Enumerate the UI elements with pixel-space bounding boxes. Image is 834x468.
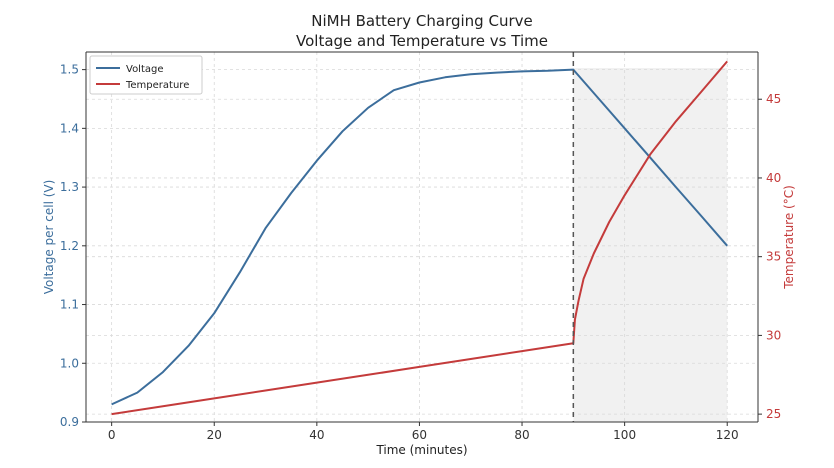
plot-background — [573, 68, 728, 422]
x-tick-label: 20 — [207, 428, 222, 442]
series-layer — [111, 52, 728, 422]
legend: Voltage Temperature — [89, 55, 203, 95]
shaded-region — [573, 68, 728, 422]
y-left-tick-label: 1.3 — [60, 180, 79, 194]
y-right-tick-label: 45 — [766, 92, 781, 106]
x-tick-label: 80 — [514, 428, 529, 442]
series-line-voltage — [111, 68, 728, 406]
legend-label-temperature: Temperature — [125, 80, 189, 91]
x-axis-label: Time (minutes) — [375, 443, 467, 457]
legend-label-voltage: Voltage — [126, 64, 164, 75]
y-left-tick-label: 1.5 — [60, 63, 79, 77]
y-left-tick-label: 1.0 — [60, 356, 79, 370]
y-left-tick-label: 1.4 — [60, 121, 79, 135]
x-tick-label: 0 — [108, 428, 116, 442]
y-axis-right-label: Temperature (°C) — [782, 185, 796, 290]
y-right-tick-label: 25 — [766, 407, 781, 421]
y-axis-left-label: Voltage per cell (V) — [42, 180, 56, 295]
x-tick-label: 40 — [309, 428, 324, 442]
y-left-tick-label: 1.2 — [60, 239, 79, 253]
y-left-tick-label: 1.1 — [60, 298, 79, 312]
y-right-tick-label: 35 — [766, 250, 781, 264]
x-tick-label: 60 — [412, 428, 427, 442]
y-left-tick-label: 0.9 — [60, 415, 79, 429]
chart-title: NiMH Battery Charging Curve — [311, 12, 532, 30]
x-tick-label: 120 — [716, 428, 739, 442]
chart-subtitle: Voltage and Temperature vs Time — [296, 32, 548, 50]
y-right-tick-label: 30 — [766, 328, 781, 342]
series-line-temperature — [111, 60, 728, 416]
axes — [82, 51, 762, 426]
y-right-tick-label: 40 — [766, 171, 781, 185]
x-tick-label: 100 — [613, 428, 636, 442]
tick-labels: 0 20 40 60 80 100 120 0.9 1.0 1.1 1.2 1.3 1.4 1.5 25 30… — [60, 63, 781, 442]
